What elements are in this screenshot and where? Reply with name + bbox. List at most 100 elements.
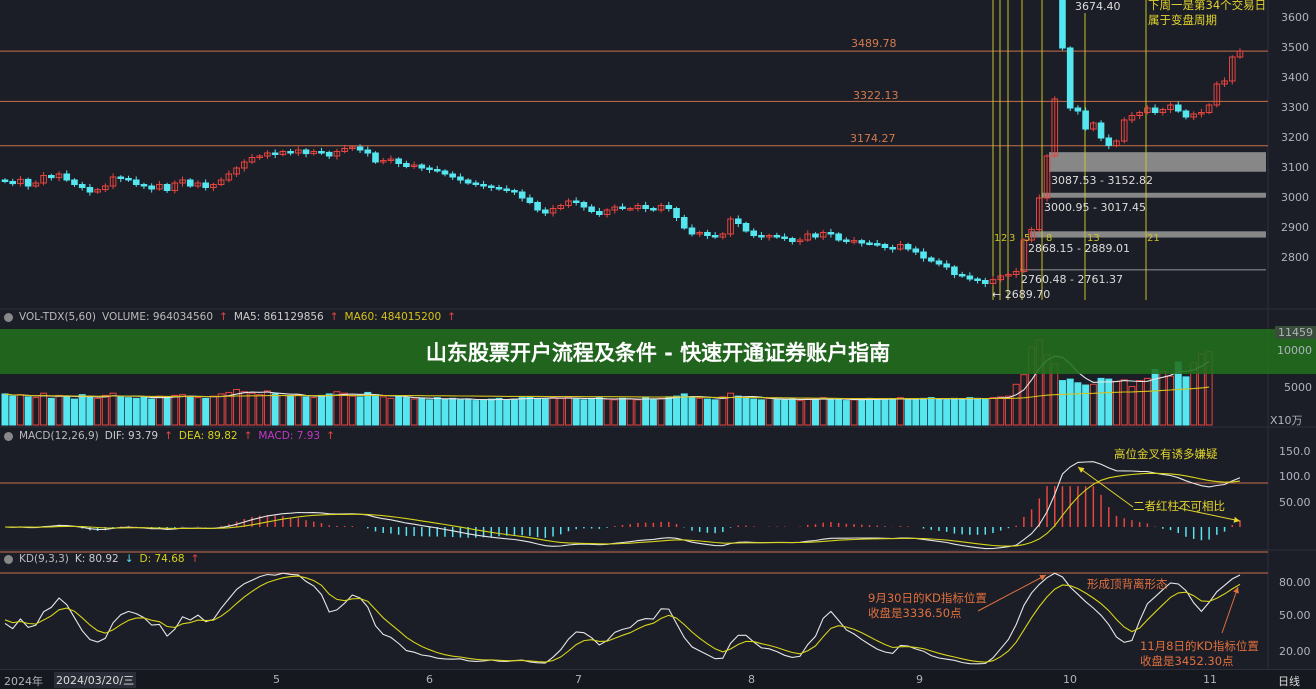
period-button[interactable]: 日线 — [1278, 675, 1300, 688]
candle-body — [356, 146, 364, 151]
volume-bar — [40, 392, 48, 426]
volume-bar — [642, 397, 650, 426]
candle-body — [318, 151, 325, 154]
macd-header: MACD(12,26,9) DIF: 93.79 ↑ DEA: 89.82 ↑ MA… — [4, 430, 335, 442]
volume-bar — [94, 397, 102, 426]
volume-bar — [974, 397, 982, 426]
note-top-1: 下周一是第34个交易日 — [1148, 0, 1267, 12]
candle-body — [426, 167, 433, 170]
candle-body — [719, 233, 727, 238]
volume-bar — [904, 399, 912, 426]
d-line — [4, 575, 1241, 663]
volume-bar — [140, 396, 148, 426]
candle-body — [264, 152, 271, 157]
volume-bar — [240, 391, 248, 426]
collapse-icon[interactable] — [4, 312, 13, 322]
volume-bar — [649, 398, 657, 426]
volume-bar — [472, 400, 480, 426]
volume-bar — [611, 399, 619, 426]
candle-body — [210, 184, 217, 188]
candle-body — [71, 179, 78, 185]
candle-body — [148, 185, 155, 190]
volume-bar — [1151, 369, 1159, 426]
candle-body — [1043, 155, 1051, 199]
volume-bar — [47, 397, 55, 426]
candle-body — [403, 163, 410, 167]
candle-body — [951, 266, 958, 275]
peak-high-label: 3674.40 — [1073, 0, 1123, 13]
volume-bar — [842, 400, 850, 426]
candle-body — [603, 209, 611, 215]
macd-indicator: MACD(12,26,9) — [19, 430, 99, 442]
collapse-icon[interactable] — [4, 554, 13, 564]
volume-indicator: VOL-TDX(5,60) — [19, 311, 97, 323]
candle-body — [765, 235, 773, 238]
price-tick: 3100 — [1281, 161, 1309, 174]
macd-annotation: 二者红柱不可相比 — [1133, 499, 1225, 513]
candle-body — [48, 175, 55, 179]
candle-body — [32, 182, 40, 187]
macd-value: MACD: 7.93 — [258, 430, 321, 442]
candle-body — [1028, 229, 1035, 241]
volume-bar — [727, 392, 735, 426]
volume-bar — [510, 398, 518, 426]
candle-body — [1059, 0, 1066, 49]
volume-bar — [557, 397, 565, 426]
volume-bar — [194, 397, 202, 426]
volume-ma60-line — [4, 386, 1210, 400]
candle-body — [827, 232, 835, 235]
volume-bar — [595, 397, 603, 426]
volume-bar — [248, 392, 256, 426]
volume-bar — [1004, 395, 1012, 426]
candle-body — [248, 157, 256, 163]
annotation-arrow — [1221, 586, 1239, 634]
volume-bar — [148, 398, 156, 426]
volume-bar — [1020, 374, 1028, 426]
volume-bar — [665, 396, 673, 426]
candle-body — [433, 169, 441, 172]
volume-bar — [750, 398, 758, 426]
candle-body — [1136, 112, 1143, 116]
candle-body — [1012, 271, 1020, 275]
candle-body — [441, 170, 449, 175]
price-tick: 2900 — [1281, 221, 1309, 234]
month-tick: 10 — [1063, 673, 1077, 686]
candle-body — [163, 184, 171, 191]
time-axis[interactable]: 2024年 2024/03/20/三 5 6 7 8 9 10 11 日线 — [0, 669, 1316, 689]
candle-body — [1213, 83, 1221, 106]
month-tick: 8 — [748, 673, 755, 686]
macd-annotation: 高位金叉有诱多嫌疑 — [1114, 447, 1218, 461]
volume-bar — [202, 397, 210, 426]
candle-body — [958, 274, 966, 277]
collapse-icon[interactable] — [4, 431, 13, 441]
candle-body — [534, 202, 541, 211]
candle-body — [619, 206, 626, 209]
candle-body — [472, 182, 480, 185]
volume-bar — [1136, 380, 1144, 426]
volume-bar — [480, 399, 488, 426]
volume-bar — [835, 398, 843, 426]
volume-bar — [86, 396, 94, 426]
candle-body — [1159, 109, 1167, 113]
volume-bar — [943, 399, 951, 426]
candle-body — [1090, 122, 1097, 130]
candle-body — [94, 189, 101, 193]
candle-body — [927, 257, 935, 262]
candle-body — [487, 185, 495, 188]
volume-bar — [441, 398, 449, 426]
volume-bar — [402, 397, 410, 426]
candle-body — [804, 233, 812, 241]
kd-header: KD(9,3,3) K: 80.92 ↓ D: 74.68 ↑ — [4, 553, 199, 565]
candle-body — [449, 173, 456, 178]
volume-bar — [1097, 377, 1105, 426]
candle-body — [789, 238, 796, 242]
volume-bar — [1120, 379, 1128, 426]
level-label: 3174.27 — [850, 132, 896, 145]
price-tick: 2800 — [1281, 251, 1309, 264]
candle-body — [974, 278, 981, 281]
candle-body — [850, 240, 858, 243]
volume-bar — [256, 394, 264, 426]
fib-label: 1 — [994, 233, 1001, 244]
volume-bar — [819, 397, 827, 426]
